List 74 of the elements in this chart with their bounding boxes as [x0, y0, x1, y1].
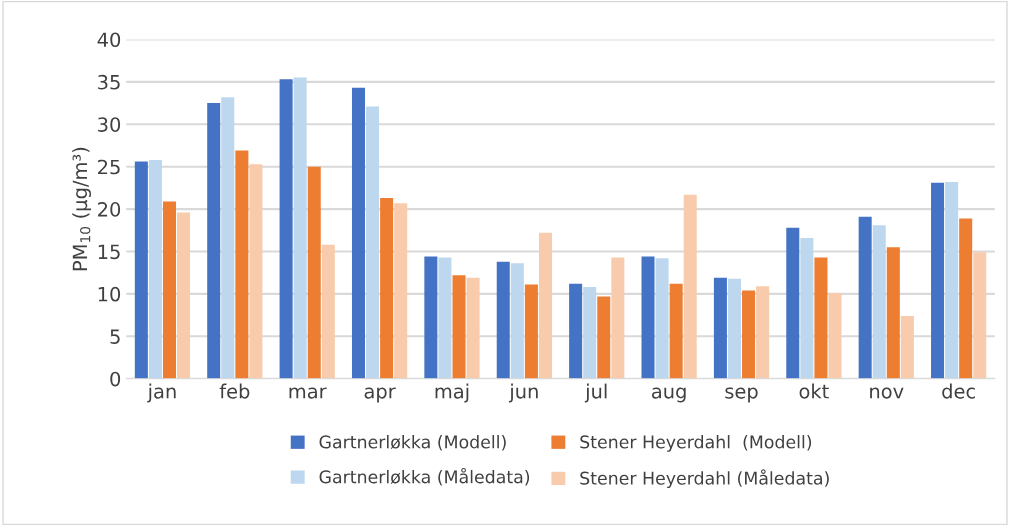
- y-tick-label: 20: [98, 202, 121, 217]
- x-tick-label: maj: [435, 383, 469, 403]
- x-tick-label: sep: [725, 387, 758, 403]
- x-tick-label: dec: [942, 383, 975, 399]
- x-tick-label: aug: [652, 387, 686, 403]
- bar: [886, 247, 900, 379]
- y-tick-label: 40: [97, 32, 121, 48]
- y-tick-label: 25: [98, 159, 120, 175]
- bar: [524, 284, 538, 379]
- bar: [959, 218, 973, 379]
- y-tick-label: 5: [110, 329, 120, 344]
- y-tick-label: 0: [110, 371, 121, 387]
- bar: [683, 194, 697, 379]
- bar: [235, 150, 249, 379]
- bar: [583, 287, 597, 379]
- y-tick-label: 10: [98, 286, 121, 302]
- x-tick-label: apr: [364, 387, 396, 403]
- bar: [221, 97, 235, 379]
- bar: [858, 216, 872, 379]
- bar: [814, 257, 828, 379]
- bar: [641, 256, 655, 379]
- x-tick-label: okt: [799, 383, 829, 399]
- bar: [321, 244, 335, 379]
- legend-label: Gartnerløkka (Måledata): [319, 467, 530, 486]
- legend-label: Gartnerløkka (Modell): [319, 435, 506, 451]
- bar: [148, 159, 162, 379]
- bar: [828, 293, 842, 379]
- bar: [307, 166, 321, 379]
- bar: [351, 87, 365, 379]
- legend-label: Stener Heyerdahl (Måledata): [580, 469, 829, 489]
- bar: [510, 263, 524, 379]
- bar: [496, 261, 510, 379]
- bar: [669, 283, 683, 379]
- bar: [569, 283, 583, 379]
- bar: [611, 257, 625, 379]
- bar: [380, 198, 394, 379]
- x-tick-label: nov: [870, 387, 904, 399]
- x-tick-label: feb: [219, 383, 250, 399]
- x-tick-label: mar: [289, 387, 327, 399]
- bar: [800, 237, 814, 379]
- bar: [931, 182, 945, 379]
- bar: [655, 258, 669, 379]
- bar: [466, 277, 480, 379]
- y-axis-title: PM$_{10}$ (µg/m³): [72, 147, 92, 271]
- bar: [786, 227, 800, 379]
- legend-label: Stener Heyerdahl (Modell): [580, 435, 812, 452]
- y-tick-label: 35: [98, 74, 120, 90]
- bar: [713, 277, 727, 379]
- bar: [756, 286, 770, 379]
- bar: [249, 164, 263, 379]
- bar: [424, 256, 438, 379]
- bar: [207, 103, 221, 379]
- bar: [973, 252, 987, 379]
- bar: [945, 181, 959, 379]
- bar: [438, 257, 452, 379]
- bar: [872, 225, 886, 379]
- bar: [366, 106, 380, 379]
- bar: [177, 212, 191, 379]
- y-tick-label: 15: [98, 244, 120, 260]
- y-tick-label: 30: [98, 117, 121, 132]
- bar: [742, 290, 756, 379]
- x-tick-label: jul: [584, 383, 607, 403]
- bar: [394, 203, 408, 379]
- bar: [597, 296, 611, 379]
- bar: [134, 161, 148, 379]
- bar: [538, 232, 552, 379]
- bar: [452, 275, 466, 379]
- bar: [162, 201, 176, 379]
- bar: [900, 315, 914, 379]
- x-tick-label: jun: [508, 383, 538, 403]
- bar: [727, 278, 741, 379]
- x-tick-label: jan: [147, 383, 176, 403]
- bar: [279, 79, 293, 379]
- bar: [293, 77, 307, 379]
